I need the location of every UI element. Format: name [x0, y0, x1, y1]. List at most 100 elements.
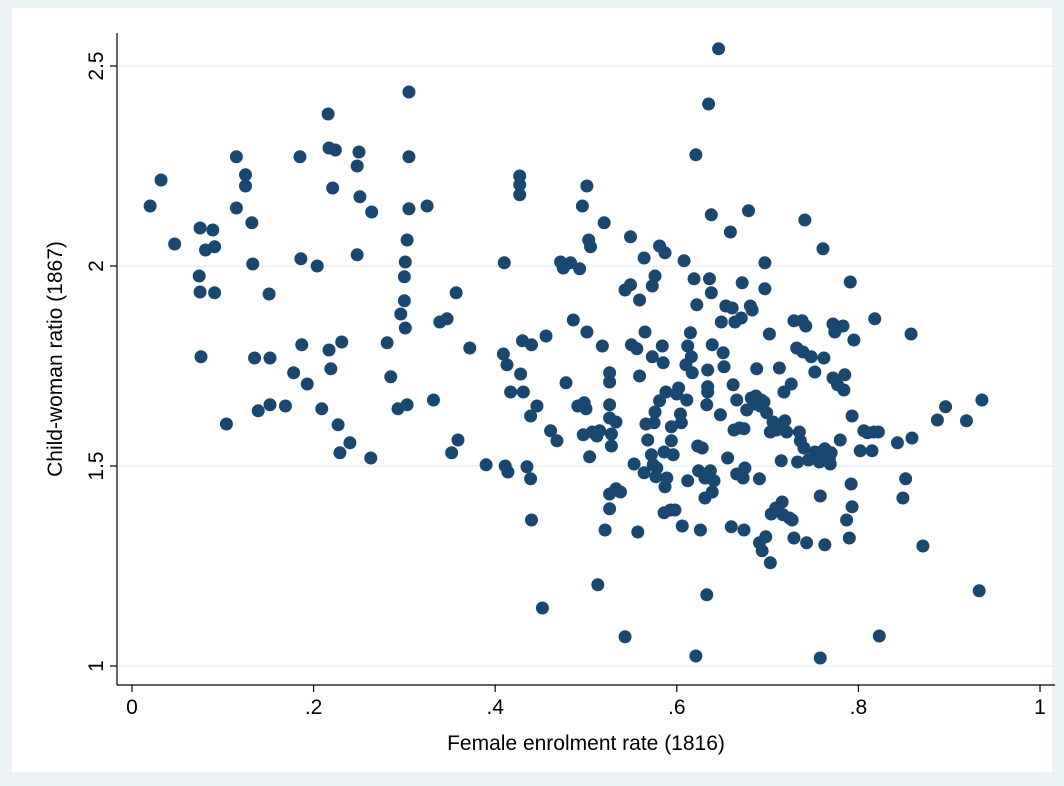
- point: [780, 425, 794, 439]
- point: [730, 393, 744, 407]
- y-tick-label: 2.5: [85, 51, 108, 80]
- point: [700, 588, 714, 602]
- point: [335, 335, 349, 349]
- point: [193, 221, 207, 235]
- point: [324, 362, 338, 376]
- point: [700, 398, 714, 412]
- point: [723, 225, 737, 239]
- point: [248, 351, 262, 365]
- point: [687, 272, 701, 286]
- point: [842, 531, 856, 545]
- point: [263, 351, 277, 365]
- point: [575, 199, 589, 213]
- point: [758, 256, 772, 270]
- point: [595, 339, 609, 353]
- point: [497, 256, 511, 270]
- point: [566, 313, 580, 327]
- x-tick-label: 0: [126, 696, 138, 719]
- point: [816, 242, 830, 256]
- point: [154, 173, 168, 187]
- point: [402, 202, 416, 216]
- point: [479, 458, 493, 472]
- point: [890, 436, 904, 450]
- point: [168, 237, 182, 251]
- point: [797, 441, 811, 455]
- point: [295, 338, 309, 352]
- point: [975, 393, 989, 407]
- point: [520, 460, 534, 474]
- point: [750, 362, 764, 376]
- point: [721, 451, 735, 465]
- point: [689, 148, 703, 162]
- point: [791, 455, 805, 469]
- point: [496, 347, 510, 361]
- point: [353, 190, 367, 204]
- point: [524, 472, 538, 486]
- point: [800, 536, 814, 550]
- point: [845, 409, 859, 423]
- point: [398, 255, 412, 269]
- point: [504, 385, 518, 399]
- point: [238, 179, 252, 193]
- point: [689, 649, 703, 663]
- point: [603, 366, 617, 380]
- point: [645, 279, 659, 293]
- point: [573, 262, 587, 276]
- point: [614, 485, 628, 499]
- point: [684, 350, 698, 364]
- point: [871, 425, 885, 439]
- point: [693, 523, 707, 537]
- point: [737, 523, 751, 537]
- point: [844, 477, 858, 491]
- point: [328, 143, 342, 157]
- point: [683, 326, 697, 340]
- point: [398, 321, 412, 335]
- point: [690, 298, 704, 312]
- point: [650, 461, 664, 475]
- point: [836, 319, 850, 333]
- point: [666, 448, 680, 462]
- x-tick-label: 1: [1034, 696, 1046, 719]
- point: [580, 325, 594, 339]
- point: [618, 630, 632, 644]
- point: [426, 393, 440, 407]
- point: [738, 461, 752, 475]
- point: [853, 444, 867, 458]
- point: [647, 416, 661, 430]
- point: [451, 433, 465, 447]
- point: [278, 399, 292, 413]
- point: [726, 378, 740, 392]
- point: [637, 251, 651, 265]
- point: [380, 336, 394, 350]
- point: [627, 457, 641, 471]
- point: [598, 523, 612, 537]
- point: [824, 446, 838, 460]
- point: [868, 312, 882, 326]
- point: [535, 601, 549, 615]
- point: [208, 286, 222, 300]
- point: [394, 307, 408, 321]
- point: [287, 366, 301, 380]
- point: [837, 383, 851, 397]
- point: [322, 343, 336, 357]
- point: [813, 489, 827, 503]
- point: [904, 327, 918, 341]
- point: [930, 413, 944, 427]
- point: [775, 495, 789, 509]
- point: [838, 368, 852, 382]
- point: [449, 286, 463, 300]
- point: [246, 257, 260, 271]
- y-tick-label: 1.5: [85, 451, 108, 480]
- point: [623, 230, 637, 244]
- point: [717, 360, 731, 374]
- point: [631, 525, 645, 539]
- point: [664, 434, 678, 448]
- point: [695, 441, 709, 455]
- graph-region: [12, 8, 1052, 772]
- point: [544, 424, 558, 438]
- point: [550, 434, 564, 448]
- point: [677, 254, 691, 268]
- point: [400, 233, 414, 247]
- point: [633, 293, 647, 307]
- point: [604, 427, 618, 441]
